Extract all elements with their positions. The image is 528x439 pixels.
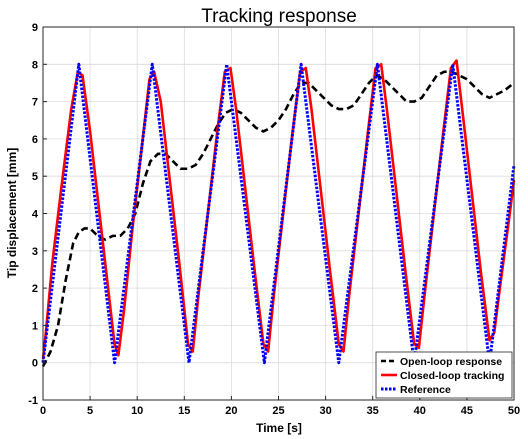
x-tick-label: 0 xyxy=(40,405,46,417)
y-tick-label: -1 xyxy=(28,395,38,407)
x-tick-label: 10 xyxy=(131,405,143,417)
series-line-0 xyxy=(41,70,515,368)
y-tick-label: 1 xyxy=(32,320,38,332)
y-tick-label: 3 xyxy=(32,246,38,258)
x-tick-label: 45 xyxy=(461,405,473,417)
y-tick-label: 0 xyxy=(32,358,38,370)
y-axis-label: Tip displacement [mm] xyxy=(5,148,19,278)
x-tick-label: 50 xyxy=(508,405,520,417)
series-line-2 xyxy=(41,62,516,365)
chart-title: Tracking response xyxy=(201,6,357,27)
x-tick-label: 25 xyxy=(272,405,284,417)
legend-entry-1: Closed-loop tracking xyxy=(400,370,504,382)
x-axis-label: Time [s] xyxy=(256,421,302,435)
y-tick-label: 8 xyxy=(32,59,38,71)
series-layer xyxy=(41,59,516,368)
y-tick-label: 6 xyxy=(32,134,38,146)
x-tick-label: 30 xyxy=(319,405,331,417)
y-tick-label: 4 xyxy=(32,209,39,221)
y-tick-label: 7 xyxy=(32,97,38,109)
legend: Open-loop response Closed-loop tracking Re… xyxy=(375,351,513,399)
x-tick-label: 5 xyxy=(87,405,93,417)
legend-box xyxy=(375,351,513,399)
x-tick-label: 40 xyxy=(414,405,426,417)
legend-entry-0: Open-loop response xyxy=(400,356,502,368)
x-tick-label: 35 xyxy=(367,405,379,417)
x-tick-label: 20 xyxy=(225,405,237,417)
legend-entry-2: Reference xyxy=(400,384,451,396)
y-tick-label: 2 xyxy=(32,283,38,295)
y-tick-label: 5 xyxy=(32,171,38,183)
y-tick-label: 9 xyxy=(32,22,38,34)
x-tick-label: 15 xyxy=(178,405,190,417)
